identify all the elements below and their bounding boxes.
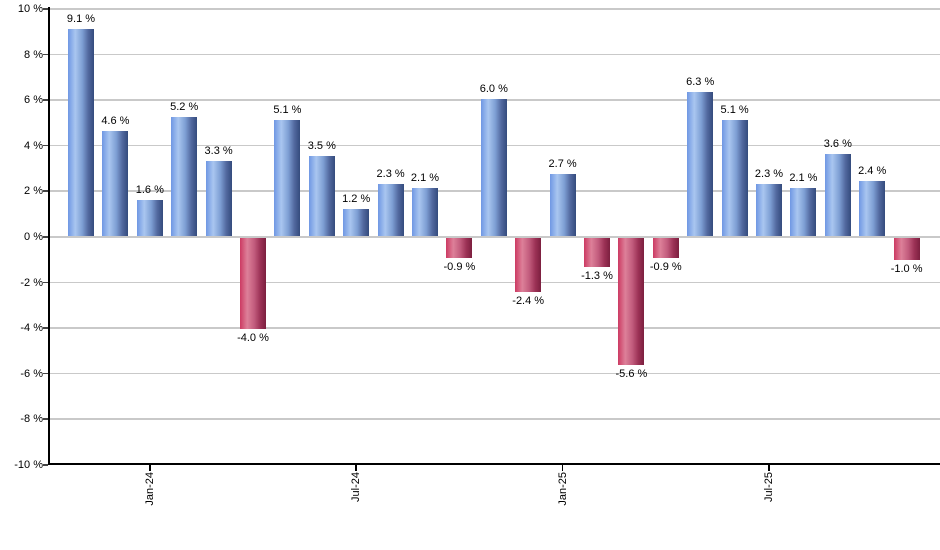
x-axis-tick bbox=[561, 465, 564, 471]
bar-Jul-24[interactable] bbox=[343, 208, 370, 236]
bar-value-label: -1.0 % bbox=[890, 263, 923, 276]
y-axis-label: 10 % bbox=[17, 3, 43, 15]
x-axis-line bbox=[48, 463, 940, 465]
bar-Sep-25[interactable] bbox=[824, 153, 851, 236]
bar-value-label: -0.9 % bbox=[649, 261, 682, 274]
bar-Oct-24[interactable] bbox=[446, 237, 473, 259]
bar-Jan-25[interactable] bbox=[549, 174, 576, 236]
y-axis-label: 4 % bbox=[24, 139, 43, 152]
y-axis-tick bbox=[43, 281, 48, 284]
bar-value-label: 2.7 % bbox=[548, 158, 577, 171]
bar-value-label: 2.4 % bbox=[858, 165, 887, 178]
bar-Oct-25[interactable] bbox=[859, 181, 886, 236]
bar-value-label: 1.6 % bbox=[135, 183, 164, 196]
bar-Jul-25[interactable] bbox=[756, 183, 782, 236]
x-axis-tick bbox=[149, 465, 151, 471]
bar-Mar-24[interactable] bbox=[205, 160, 232, 236]
bar-Feb-24[interactable] bbox=[171, 117, 198, 236]
y-axis-label: -10 % bbox=[14, 459, 43, 471]
y-axis-label: 6 % bbox=[24, 94, 43, 107]
y-axis-label: 0 % bbox=[24, 231, 43, 243]
y-axis-line bbox=[48, 7, 50, 465]
y-gridline bbox=[49, 327, 940, 329]
bar-value-label: -0.9 % bbox=[443, 261, 476, 274]
y-axis-label: -8 % bbox=[20, 413, 43, 426]
y-gridline bbox=[49, 418, 940, 420]
bar-value-label: 4.6 % bbox=[101, 115, 130, 128]
x-axis-tick bbox=[355, 465, 357, 471]
y-axis-tick bbox=[43, 372, 48, 375]
bar-value-label: -1.3 % bbox=[581, 270, 613, 283]
bar-value-label: 6.3 % bbox=[686, 76, 715, 89]
bar-value-label: 6.0 % bbox=[479, 83, 508, 96]
x-axis-label: Jan-24 bbox=[143, 472, 156, 506]
y-gridline bbox=[49, 8, 940, 10]
bar-Feb-25[interactable] bbox=[584, 237, 610, 268]
bar-value-label: 9.1 % bbox=[66, 12, 96, 25]
y-axis-tick bbox=[43, 464, 48, 466]
x-axis-label: Jan-25 bbox=[556, 472, 569, 506]
bar-value-label: 5.1 % bbox=[273, 103, 302, 116]
y-axis-label: 8 % bbox=[24, 48, 43, 61]
bar-Jun-24[interactable] bbox=[308, 156, 335, 236]
bar-Jan-24[interactable] bbox=[136, 199, 163, 236]
bar-value-label: -5.6 % bbox=[615, 368, 648, 381]
y-axis-label: -4 % bbox=[20, 322, 43, 335]
y-axis-tick bbox=[43, 53, 48, 56]
bar-Aug-24[interactable] bbox=[377, 183, 404, 236]
y-gridline bbox=[49, 236, 940, 238]
y-axis-label: -6 % bbox=[20, 367, 43, 380]
bar-Nov-23[interactable] bbox=[68, 28, 94, 236]
bar-value-label: 1.2 % bbox=[342, 192, 371, 205]
bar-Sep-24[interactable] bbox=[412, 188, 438, 236]
bar-Dec-24[interactable] bbox=[515, 237, 542, 293]
bar-value-label: 3.5 % bbox=[307, 140, 336, 153]
bar-value-label: 2.1 % bbox=[410, 172, 440, 185]
y-axis-tick bbox=[43, 327, 48, 329]
bar-value-label: 3.6 % bbox=[823, 137, 852, 150]
y-gridline bbox=[49, 53, 940, 56]
bar-value-label: 2.3 % bbox=[754, 167, 784, 180]
bar-value-label: 2.3 % bbox=[376, 167, 405, 180]
y-axis-tick bbox=[43, 99, 48, 101]
bar-May-24[interactable] bbox=[274, 119, 301, 236]
bar-value-label: 2.1 % bbox=[789, 172, 818, 185]
y-axis-tick bbox=[43, 190, 48, 192]
bar-Apr-24[interactable] bbox=[240, 237, 266, 329]
y-axis-tick bbox=[43, 8, 48, 10]
bar-Dec-23[interactable] bbox=[102, 131, 129, 236]
bar-value-label: -2.4 % bbox=[512, 295, 545, 308]
bar-Apr-25[interactable] bbox=[652, 237, 679, 259]
x-axis-label: Jul-24 bbox=[350, 472, 363, 502]
x-axis-label: Jul-25 bbox=[763, 472, 775, 502]
y-axis-tick bbox=[43, 144, 48, 147]
y-axis-label: -2 % bbox=[20, 276, 43, 289]
bar-value-label: 5.1 % bbox=[720, 103, 749, 116]
x-axis-tick bbox=[768, 465, 770, 471]
y-axis-tick bbox=[43, 236, 48, 238]
y-gridline bbox=[49, 372, 940, 375]
bar-Nov-24[interactable] bbox=[480, 99, 507, 236]
bar-Nov-25[interactable] bbox=[893, 237, 920, 261]
bar-value-label: -4.0 % bbox=[237, 331, 269, 344]
y-axis-label: 2 % bbox=[24, 185, 43, 198]
bar-Aug-25[interactable] bbox=[790, 188, 817, 236]
bar-value-label: 3.3 % bbox=[204, 144, 233, 157]
bar-Jun-25[interactable] bbox=[721, 119, 748, 236]
bar-May-25[interactable] bbox=[687, 92, 714, 236]
y-axis-tick bbox=[43, 418, 48, 420]
y-gridline bbox=[49, 281, 940, 284]
bar-value-label: 5.2 % bbox=[170, 101, 199, 114]
bar-Mar-25[interactable] bbox=[618, 237, 645, 366]
